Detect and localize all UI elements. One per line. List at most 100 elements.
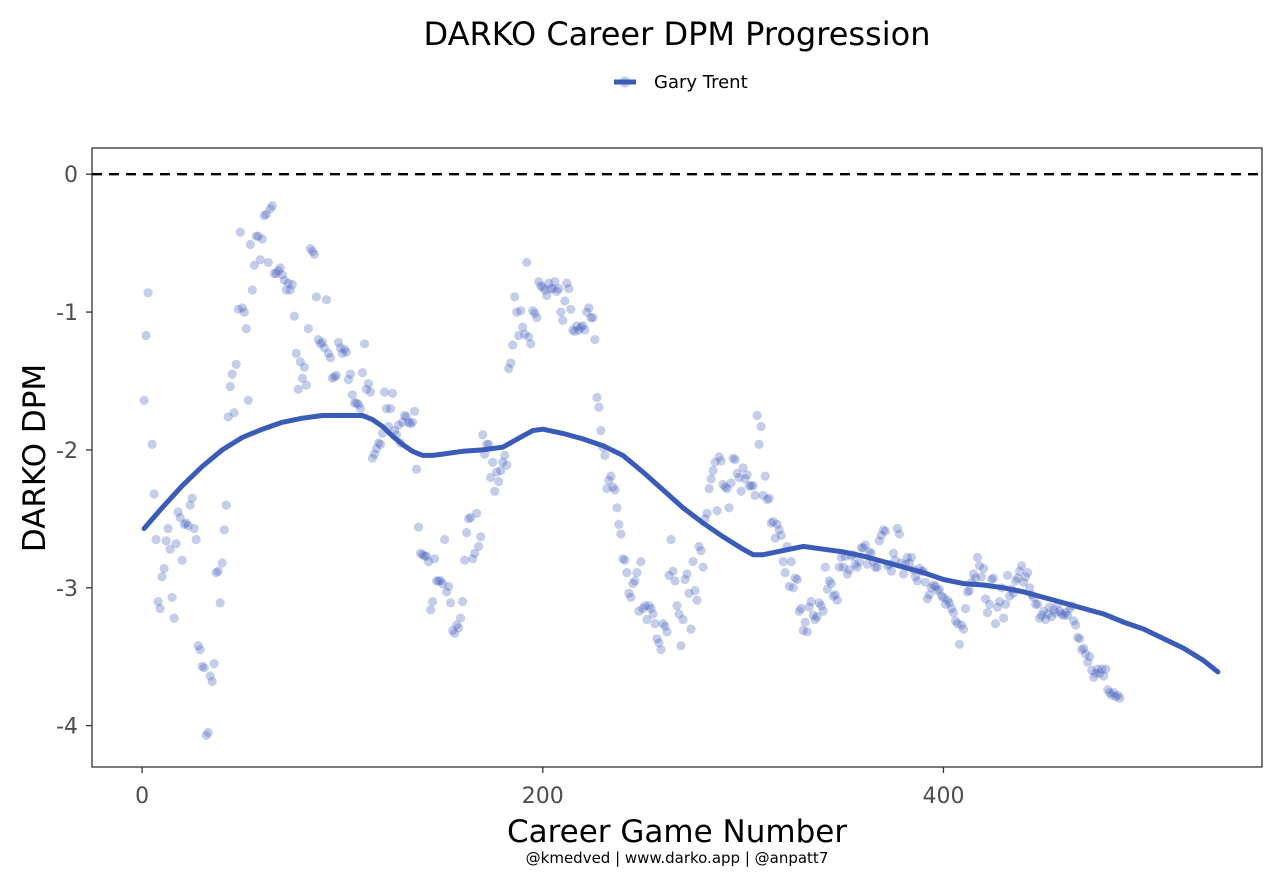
data-point <box>313 335 323 345</box>
data-point <box>239 307 249 317</box>
data-point <box>548 284 558 294</box>
data-point <box>426 605 436 615</box>
data-point <box>1105 688 1115 698</box>
data-point <box>536 281 546 291</box>
data-point <box>157 572 167 582</box>
data-point <box>830 590 840 600</box>
data-point <box>714 452 724 462</box>
data-point <box>570 326 580 336</box>
data-point <box>674 609 684 619</box>
data-point <box>564 284 574 294</box>
data-point <box>301 380 311 390</box>
data-point <box>277 270 287 280</box>
data-point <box>213 566 223 576</box>
data-point <box>676 641 686 651</box>
data-point <box>171 539 181 549</box>
data-point <box>414 522 424 532</box>
data-point <box>444 581 454 592</box>
data-point <box>1021 572 1031 582</box>
data-point <box>1035 613 1045 623</box>
data-point <box>590 335 600 345</box>
data-point <box>588 313 598 323</box>
data-point <box>265 204 275 214</box>
data-point <box>1049 605 1059 615</box>
data-point <box>550 277 560 287</box>
data-point <box>283 278 293 288</box>
data-point <box>924 590 935 600</box>
data-point <box>436 576 446 586</box>
data-point <box>944 598 955 608</box>
data-point <box>361 384 372 394</box>
data-point <box>1095 668 1105 678</box>
data-point <box>698 562 708 572</box>
data-point <box>946 603 957 614</box>
data-point <box>894 529 905 539</box>
data-point <box>293 384 303 394</box>
data-point <box>215 598 225 608</box>
data-point <box>281 285 291 295</box>
data-point <box>1093 664 1103 674</box>
data-point <box>774 525 784 535</box>
data-point <box>742 470 752 480</box>
data-point <box>560 296 570 306</box>
data-point <box>263 257 273 267</box>
data-point <box>1111 692 1121 702</box>
data-point <box>910 572 921 582</box>
data-point <box>285 285 295 295</box>
data-point <box>177 555 187 565</box>
data-point <box>331 370 341 381</box>
data-point <box>732 468 742 478</box>
y-tick-label: -3 <box>56 577 78 602</box>
data-point <box>255 255 265 265</box>
data-point <box>958 624 969 634</box>
data-point <box>1097 664 1107 674</box>
data-point <box>630 576 640 586</box>
data-point <box>337 348 347 358</box>
data-point <box>325 353 335 363</box>
data-point <box>606 471 616 481</box>
legend: Gary Trent <box>614 72 748 93</box>
data-point <box>684 588 694 598</box>
data-point <box>275 263 285 273</box>
data-point <box>434 576 444 586</box>
data-point <box>852 562 862 572</box>
data-point <box>780 568 790 578</box>
data-point <box>636 557 646 567</box>
data-point <box>195 645 205 655</box>
data-point <box>494 477 504 487</box>
data-point <box>942 595 953 605</box>
data-point <box>574 325 584 335</box>
data-point <box>155 603 165 614</box>
data-point <box>397 417 408 427</box>
data-point <box>862 559 872 569</box>
data-point <box>690 585 700 596</box>
data-point <box>297 373 307 383</box>
data-point <box>828 591 838 601</box>
data-point <box>179 519 189 530</box>
data-point <box>940 599 951 609</box>
data-point <box>460 555 470 565</box>
data-point <box>191 534 201 545</box>
data-point <box>932 585 943 596</box>
data-point <box>490 486 500 496</box>
data-point <box>768 517 778 527</box>
data-point <box>920 577 931 587</box>
data-point <box>776 530 786 541</box>
data-point <box>520 329 530 339</box>
data-point <box>986 574 997 585</box>
chart-title: DARKO Career DPM Progression <box>424 15 931 53</box>
data-point <box>456 613 466 623</box>
data-point <box>672 601 682 611</box>
data-point <box>1069 616 1079 626</box>
data-point <box>253 231 263 241</box>
data-point <box>345 369 355 379</box>
data-point <box>766 518 776 528</box>
data-point <box>496 466 506 476</box>
data-point <box>307 246 317 256</box>
data-point <box>1047 612 1057 622</box>
data-point <box>926 583 937 593</box>
data-point <box>592 392 602 403</box>
data-point <box>446 598 456 608</box>
data-point <box>271 268 281 279</box>
data-point <box>315 339 325 349</box>
